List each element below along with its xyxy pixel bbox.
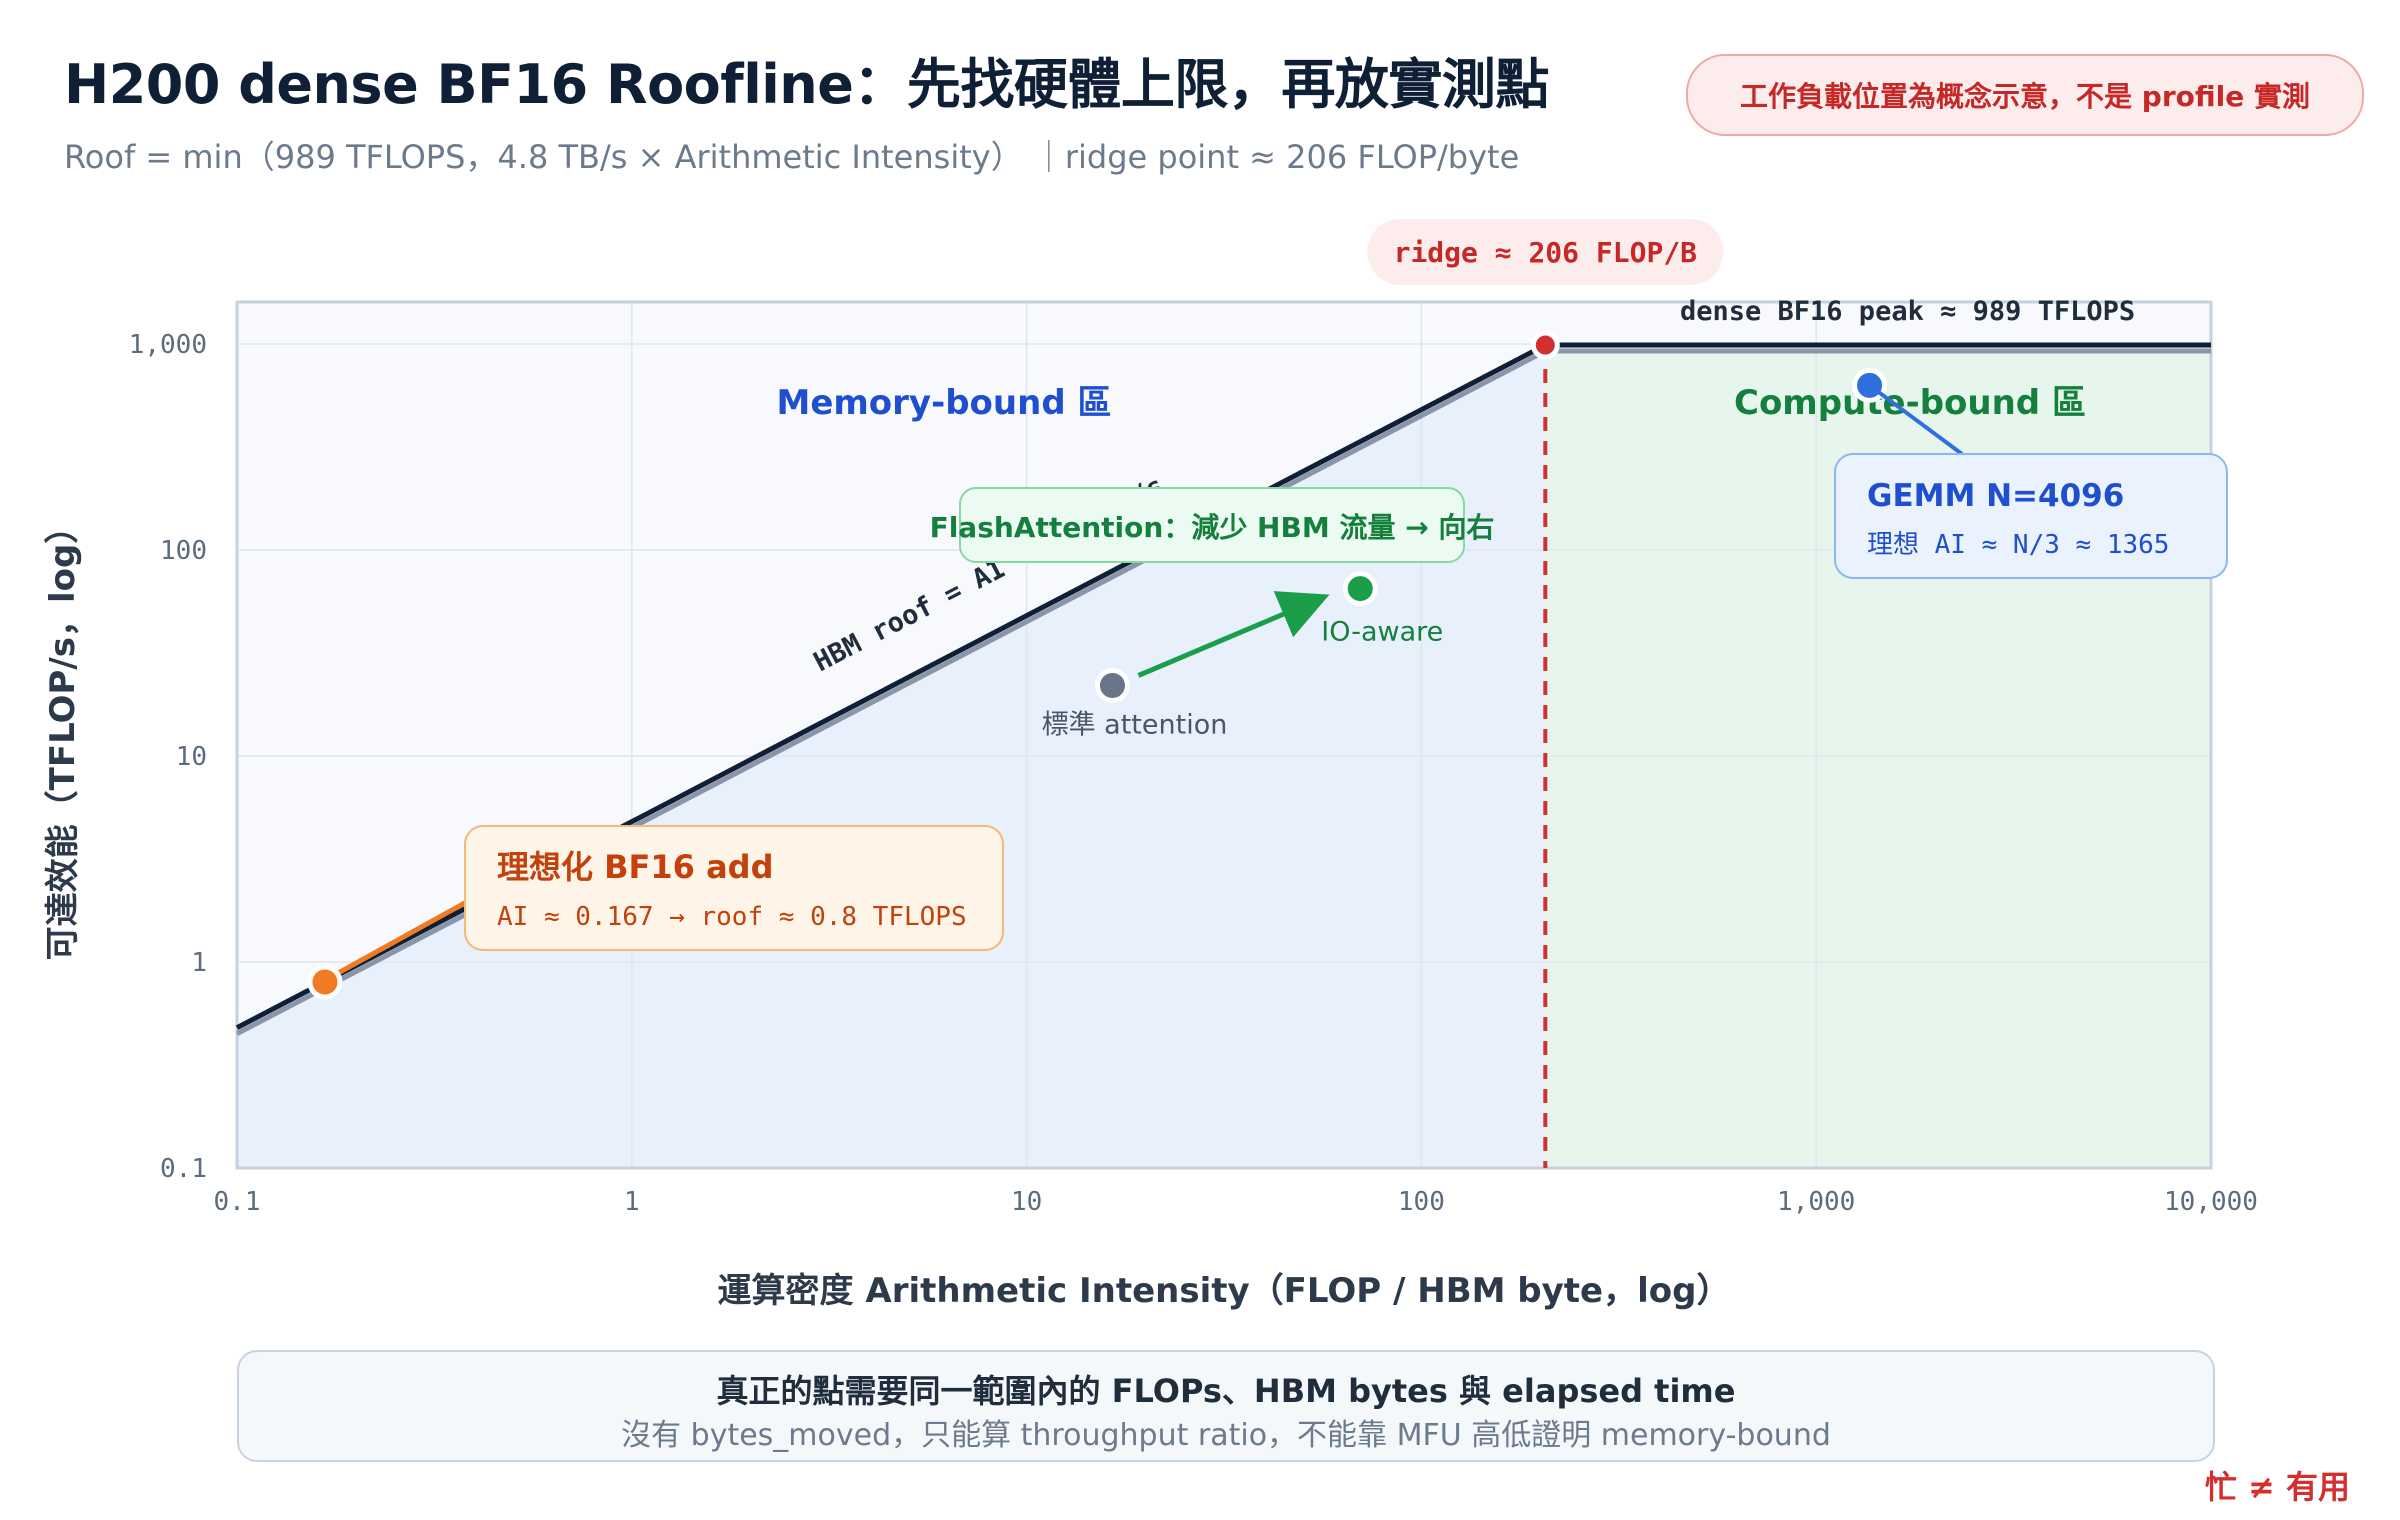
y-axis-label: 可達效能（TFLOP/s，log） bbox=[43, 510, 83, 961]
concept-badge-text: 工作負載位置為概念示意，不是 profile 實測 bbox=[1740, 80, 2310, 113]
x-tick-label: 0.1 bbox=[214, 1187, 261, 1217]
standard-attention-point bbox=[1094, 667, 1130, 703]
footer-note-main: 真正的點需要同一範圍內的 FLOPs、HBM bytes 與 elapsed t… bbox=[716, 1372, 1736, 1410]
bf16-add-callout-title: 理想化 BF16 add bbox=[497, 848, 773, 886]
x-tick-label: 1,000 bbox=[1777, 1187, 1855, 1217]
x-tick-label: 10,000 bbox=[2164, 1187, 2258, 1217]
footer-note-sub: 沒有 bytes_moved，只能算 throughput ratio，不能靠 … bbox=[621, 1418, 1831, 1453]
x-tick-label: 10 bbox=[1011, 1187, 1042, 1217]
x-tick-label: 1 bbox=[624, 1187, 640, 1217]
flashattention-callout-text: FlashAttention：減少 HBM 流量 → 向右 bbox=[930, 511, 1495, 544]
bf16-add-callout-box bbox=[464, 825, 1004, 951]
plot-frame bbox=[235, 300, 2213, 1170]
bf16-add-connector bbox=[331, 897, 472, 979]
bf16-add-callout-text: AI ≈ 0.167 → roof ≈ 0.8 TFLOPS bbox=[497, 902, 967, 932]
flashattention-callout-box bbox=[959, 487, 1465, 563]
corner-note: 忙 ≠ 有用 bbox=[2204, 1468, 2350, 1506]
gemm-callout-text: 理想 AI ≈ N/3 ≈ 1365 bbox=[1867, 530, 2169, 560]
y-tick-label: 1 bbox=[191, 948, 207, 978]
page-title: H200 dense BF16 Roofline：先找硬體上限，再放實測點 bbox=[64, 53, 1549, 116]
io-aware-label: IO-aware bbox=[1321, 617, 1443, 648]
page-subtitle: Roof = min（989 TFLOPS，4.8 TB/s × Arithme… bbox=[64, 138, 1520, 176]
memory-bound-label: Memory-bound 區 bbox=[776, 383, 1111, 423]
roofline-chart: 0.1 1 10 100 1,000 10,000 0.1 1 10 100 1,000 ridge … bbox=[43, 219, 2258, 1311]
gemm-callout-title: GEMM N=4096 bbox=[1867, 478, 2124, 514]
ridge-label: ridge ≈ 206 FLOP/B bbox=[1394, 236, 1697, 269]
x-tick-label: 100 bbox=[1398, 1187, 1445, 1217]
footer-note-box: 真正的點需要同一範圍內的 FLOPs、HBM bytes 與 elapsed t… bbox=[237, 1350, 2215, 1462]
flashattention-arrow bbox=[1137, 591, 1330, 678]
ridge-point bbox=[1530, 330, 1560, 360]
standard-attention-label: 標準 attention bbox=[1042, 709, 1228, 740]
peak-label: dense BF16 peak ≈ 989 TFLOPS bbox=[1680, 296, 2135, 327]
y-tick-label: 100 bbox=[160, 536, 207, 566]
gemm-connector bbox=[1868, 383, 1964, 456]
y-tick-label: 0.1 bbox=[160, 1154, 207, 1184]
x-axis-label: 運算密度 Arithmetic Intensity（FLOP / HBM byt… bbox=[718, 1271, 1731, 1311]
bf16-add-point-top bbox=[307, 964, 343, 1000]
ridge-label-pill bbox=[1367, 219, 1724, 285]
y-tick-label: 1,000 bbox=[129, 330, 207, 360]
concept-badge: 工作負載位置為概念示意，不是 profile 實測 bbox=[1686, 54, 2364, 136]
gemm-callout-box bbox=[1834, 453, 2228, 579]
y-tick-label: 10 bbox=[176, 742, 207, 772]
io-aware-point bbox=[1342, 571, 1378, 607]
